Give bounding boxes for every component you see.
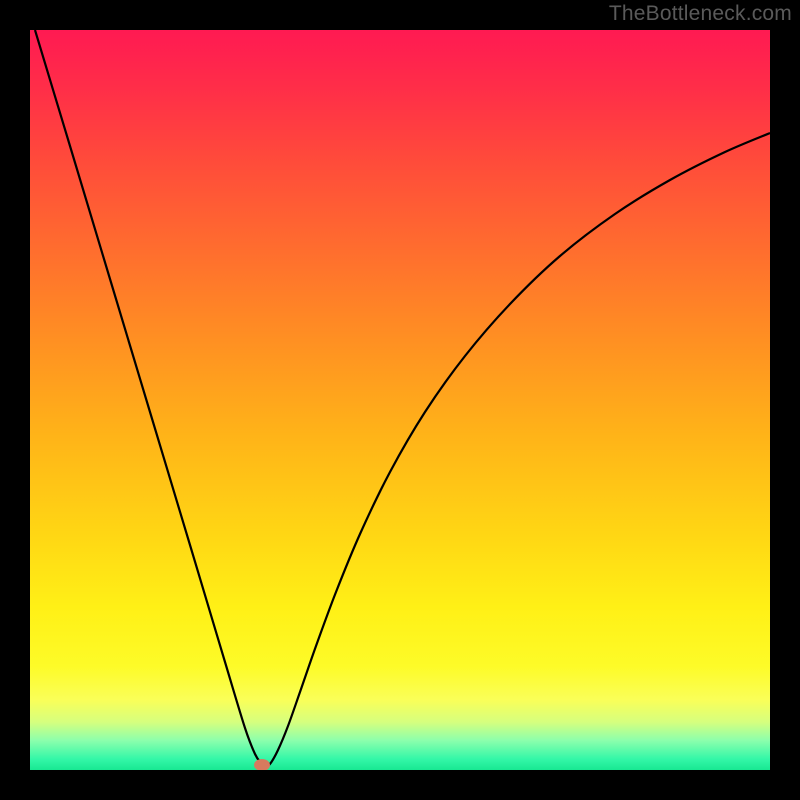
watermark-text: TheBottleneck.com [609,2,792,26]
plot-area [30,30,770,770]
chart-svg [30,30,770,770]
chart-background [30,30,770,770]
chart-frame: TheBottleneck.com [0,0,800,800]
